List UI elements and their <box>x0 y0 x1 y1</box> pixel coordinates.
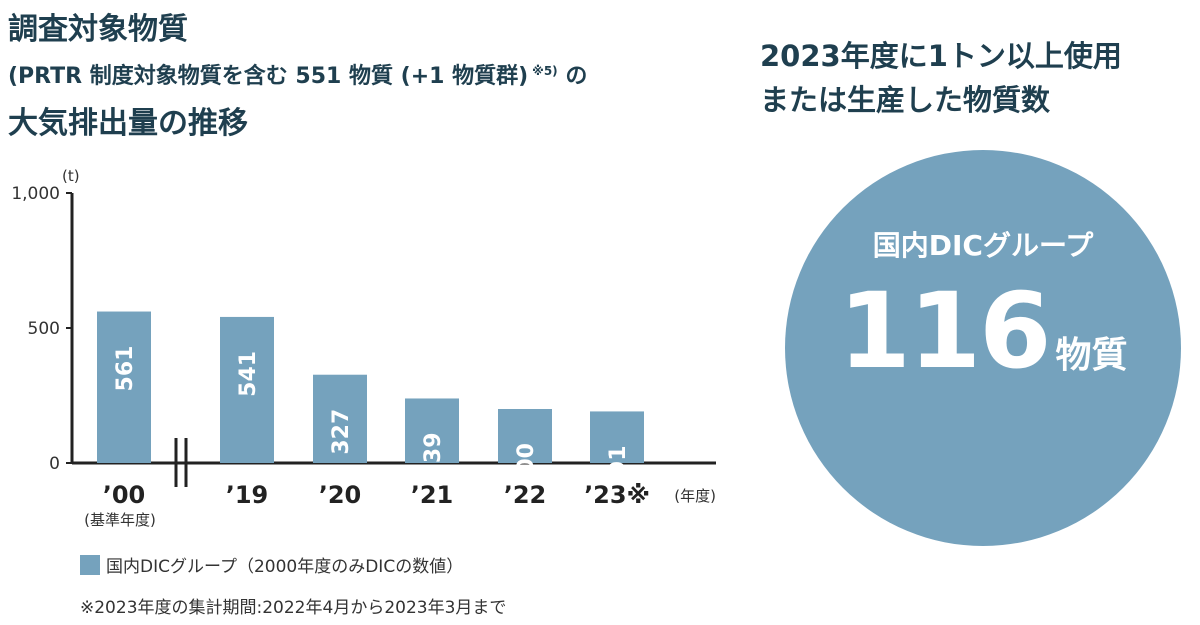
chart-title-line2: (PRTR 制度対象物質を含む 551 物質 (+1 物質群) ※5) の <box>8 58 587 90</box>
chart-title-line2-end: の <box>565 64 588 89</box>
x-tick-label: ’19 <box>226 481 269 509</box>
substance-count-circle: 国内DICグループ 116 物質 <box>785 150 1181 546</box>
bar-value-label: 191 <box>606 445 631 491</box>
legend: 国内DICグループ（2000年度のみDICの数値） <box>80 552 463 577</box>
substance-count-title: 2023年度に1トン以上使用 または生産した物質数 <box>760 34 1122 122</box>
x-tick-label: ’00 <box>103 481 146 509</box>
bar <box>405 398 459 463</box>
chart-title-line3: 大気排出量の推移 <box>8 106 248 141</box>
bar-value-label: 541 <box>236 351 261 397</box>
x-tick-label: ’20 <box>319 481 362 509</box>
substance-count-title-line2: または生産した物質数 <box>760 83 1051 117</box>
y-tick-label: 500 <box>28 319 60 339</box>
chart-title-line1: 調査対象物質 <box>8 12 188 47</box>
bar <box>220 316 274 463</box>
y-axis-unit: (t) <box>62 167 80 185</box>
x-tick-label: ’23※ <box>584 481 650 509</box>
bar-value-label: 327 <box>329 409 354 455</box>
bar <box>313 374 367 463</box>
bar-value-label: 561 <box>113 346 138 392</box>
chart-title-note: ※5) <box>532 63 558 78</box>
bar <box>498 409 552 463</box>
legend-swatch <box>80 554 100 575</box>
x-axis-label: (年度) <box>674 487 716 505</box>
substance-count-unit: 物質 <box>1055 335 1128 376</box>
y-tick-label: 1,000 <box>11 184 60 204</box>
x-tick-sublabel: (基準年度) <box>84 511 156 529</box>
x-tick-label: ’22 <box>504 481 547 509</box>
footnote: ※2023年度の集計期間:2022年4月から2023年3月まで <box>80 598 507 618</box>
chart-title-line2-text: (PRTR 制度対象物質を含む 551 物質 (+1 物質群) <box>8 64 529 89</box>
bar-value-label: 200 <box>514 443 539 489</box>
bar-value-label: 239 <box>421 432 446 478</box>
group-label: 国内DICグループ <box>872 229 1094 262</box>
x-tick-label: ’21 <box>411 481 454 509</box>
legend-label: 国内DICグループ（2000年度のみDICの数値） <box>106 557 464 577</box>
bar-chart: (t) 0 500 1,000 561 ’00 (基準年度) 541 ’19 327 ’20 239 ’… <box>11 167 716 529</box>
substance-count-title-line1: 2023年度に1トン以上使用 <box>760 39 1122 73</box>
bar <box>97 311 151 463</box>
y-tick-label: 0 <box>49 454 60 474</box>
substance-count-number: 116 <box>838 270 1051 392</box>
bar <box>590 411 644 463</box>
substance-count: 116 物質 <box>785 270 1181 392</box>
